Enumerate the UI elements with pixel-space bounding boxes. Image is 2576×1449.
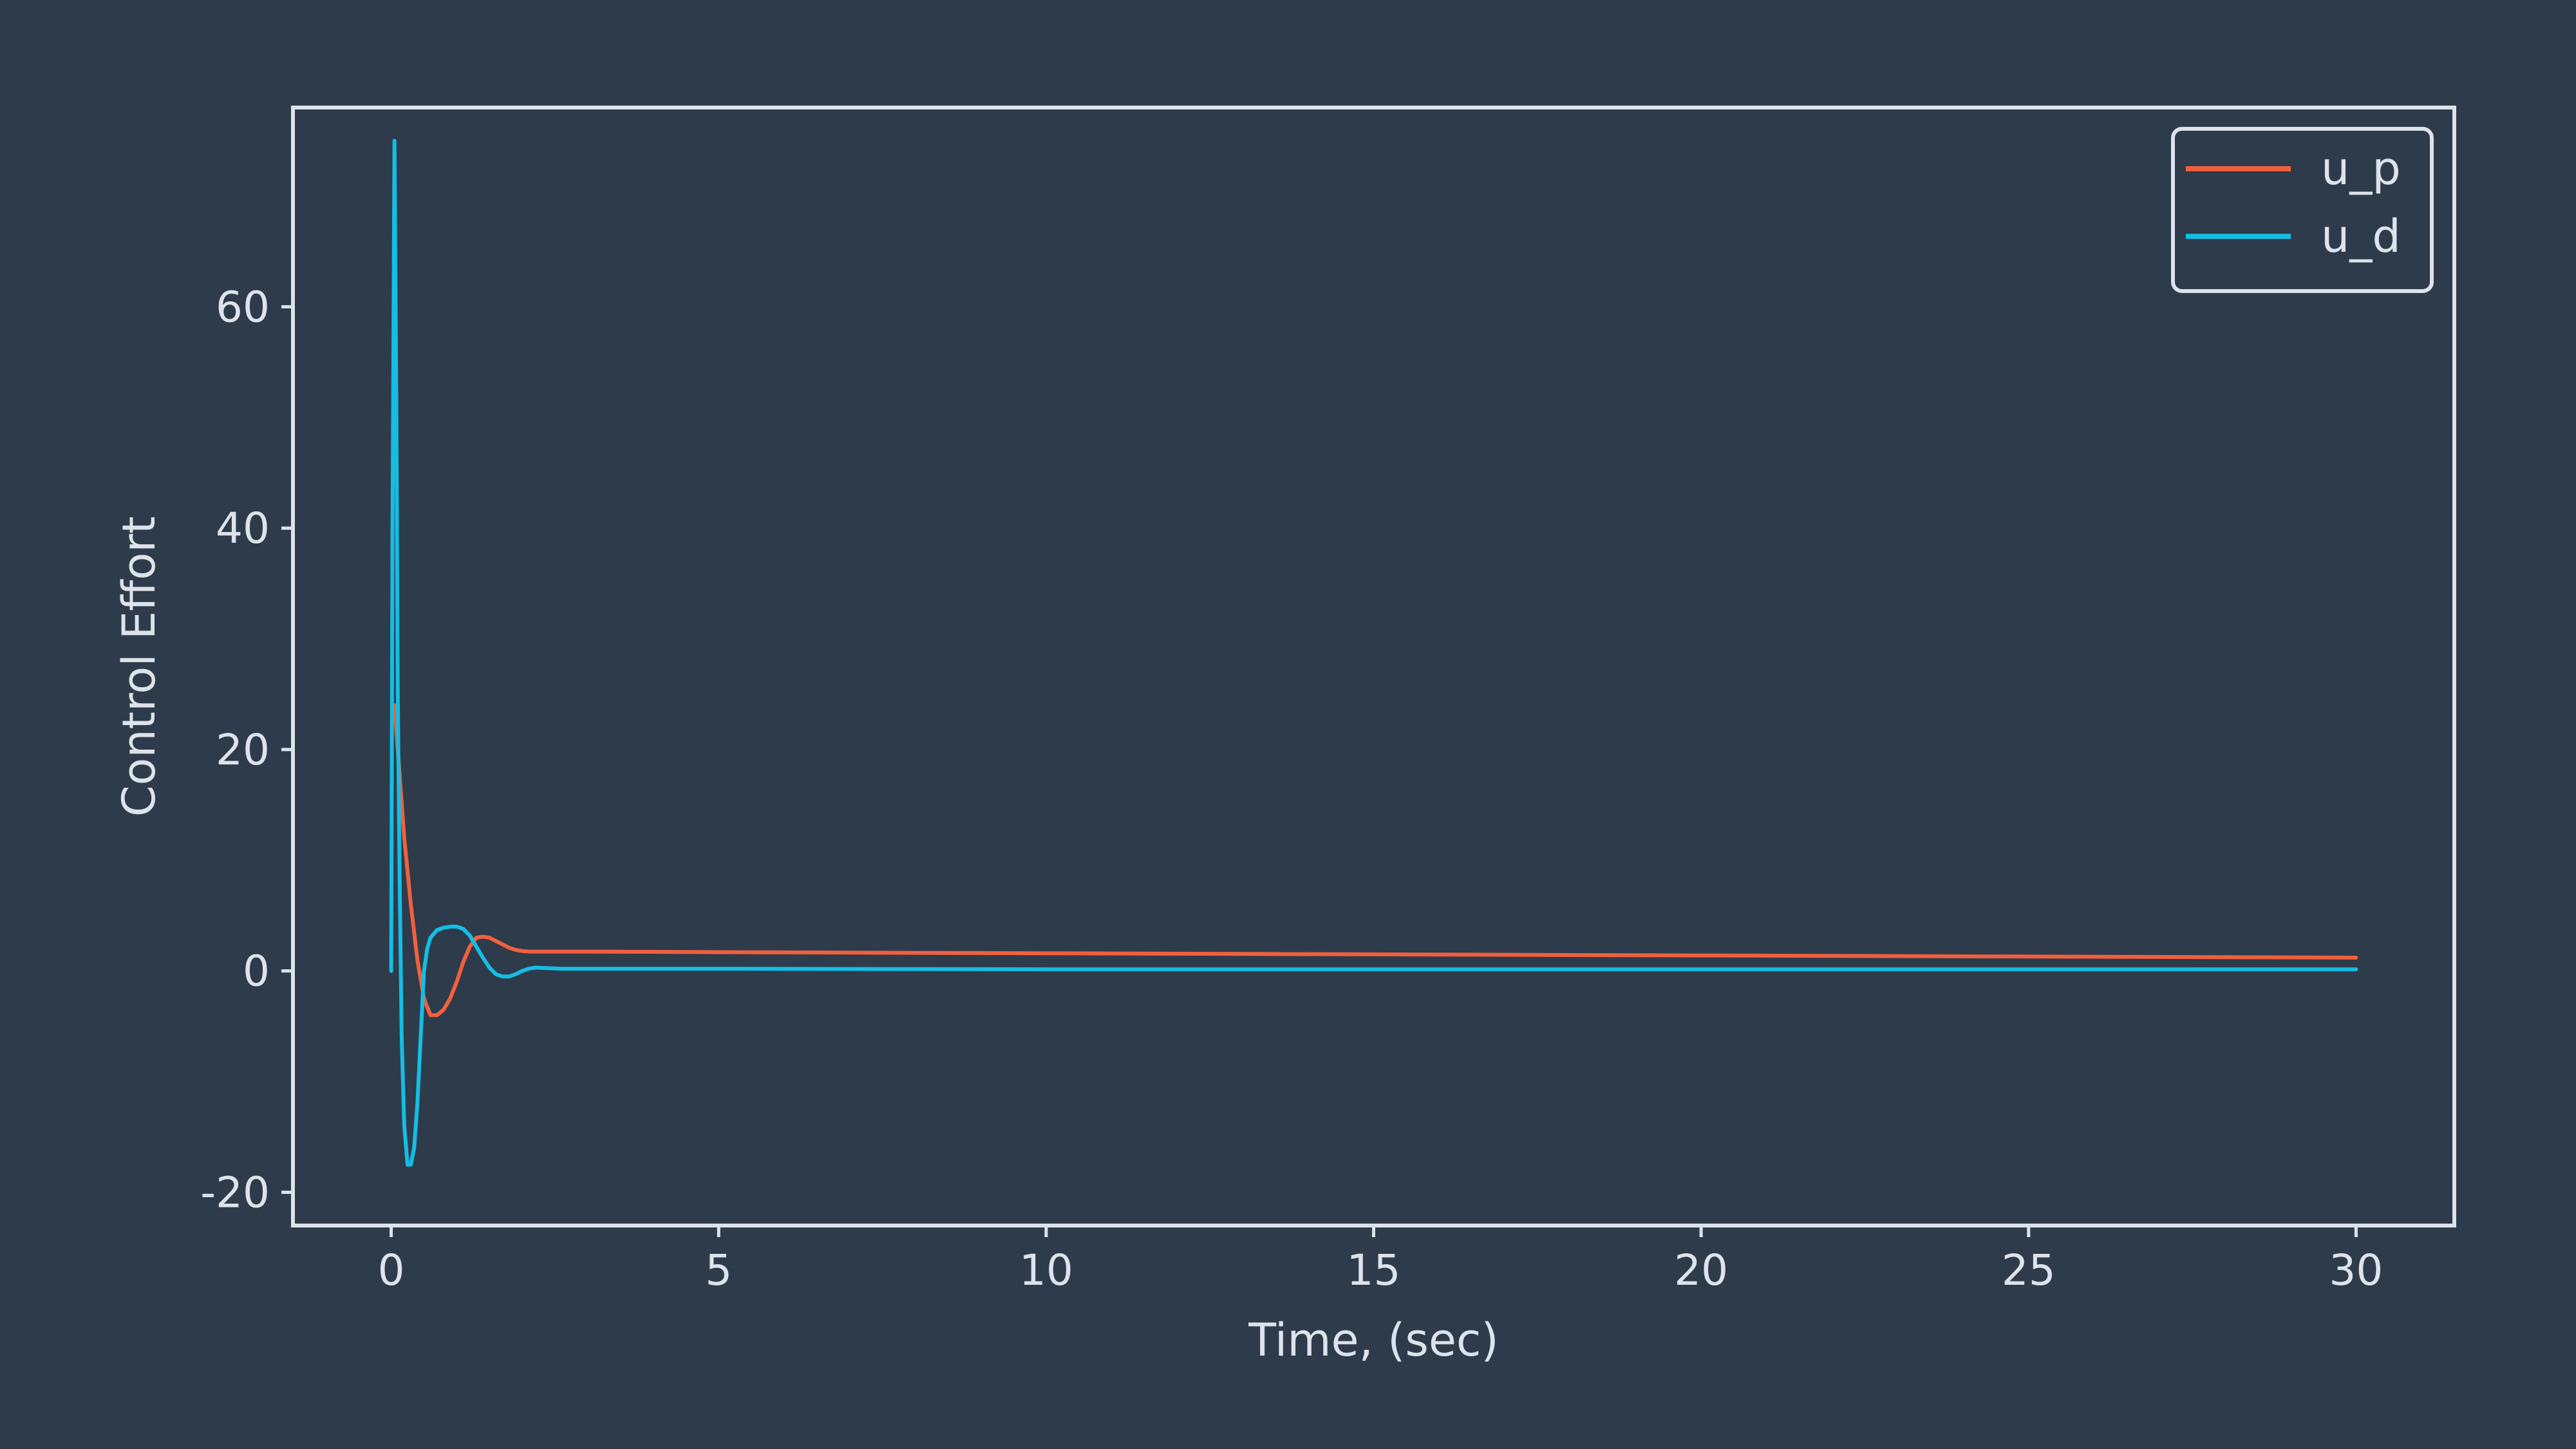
x-tick-label: 25 (2002, 1245, 2056, 1295)
x-tick-label: 5 (705, 1245, 732, 1295)
y-tick-label: 0 (243, 947, 270, 996)
series-layer (389, 138, 2358, 1167)
y-tick-label: 40 (216, 504, 270, 553)
y-tick-label: -20 (200, 1168, 270, 1217)
y-axis-ticks: -20 0 20 40 60 (200, 282, 293, 1217)
y-tick-label: 20 (216, 725, 270, 775)
x-axis-label: Time, (sec) (1248, 1314, 1498, 1367)
x-tick-label: 0 (378, 1245, 405, 1295)
x-tick-label: 15 (1347, 1245, 1401, 1295)
y-tick-label: 60 (216, 282, 270, 332)
series-line-u-d (389, 138, 2358, 1167)
series-line-u-p (392, 703, 2358, 1018)
legend-label-u-d: u_d (2321, 210, 2401, 263)
x-tick-label: 30 (2329, 1245, 2383, 1295)
x-tick-label: 20 (1674, 1245, 1728, 1295)
legend: u_p u_d (2171, 127, 2434, 293)
x-axis-ticks: 0 5 10 15 20 25 30 (378, 1226, 2383, 1295)
y-axis-label: Control Effort (113, 516, 165, 817)
legend-label-u-p: u_p (2321, 142, 2401, 195)
x-tick-label: 10 (1019, 1245, 1073, 1295)
